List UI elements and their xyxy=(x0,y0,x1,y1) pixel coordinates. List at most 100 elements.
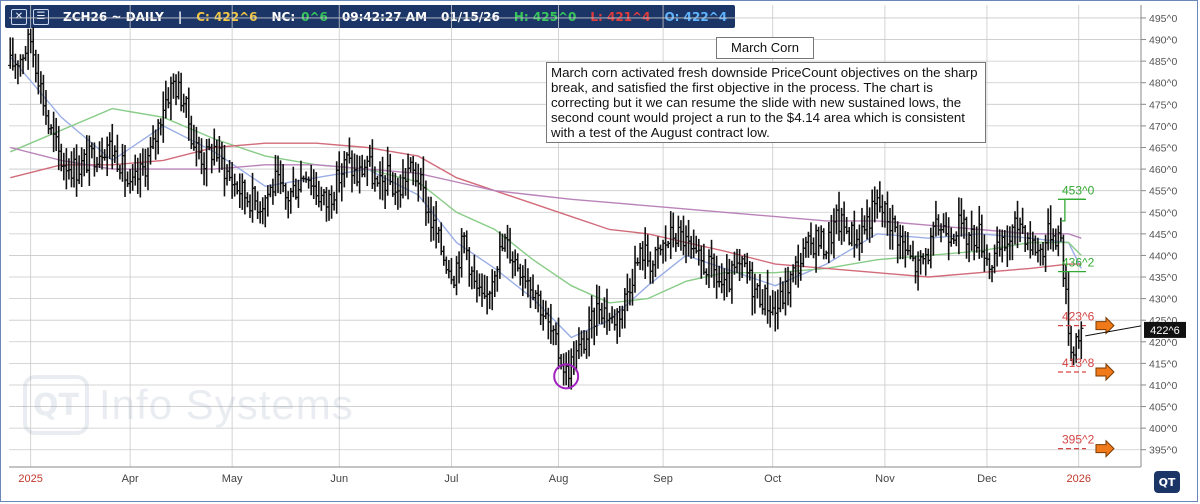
ohlc-bar xyxy=(839,207,844,245)
ohlc-bar xyxy=(1076,329,1081,349)
menu-icon[interactable]: ☰ xyxy=(33,8,49,25)
y-tick-label: 395^0 xyxy=(1149,445,1177,457)
ohlc-bar xyxy=(632,245,638,293)
ohlc-bar xyxy=(18,54,23,77)
ohlc-bar xyxy=(569,348,574,390)
objective-label: 395^2 xyxy=(1062,433,1095,447)
net-change-value: 0^6 xyxy=(301,9,328,24)
price-objectives: 453^0 436^2 423^6 413^8 395^2 xyxy=(553,183,1115,458)
ohlc-bar xyxy=(643,227,648,279)
last-price-label: 422^6 xyxy=(1150,325,1180,337)
ohlc-bar xyxy=(436,226,441,243)
ohlc-bar xyxy=(589,295,594,339)
ohlc-bar xyxy=(337,151,342,193)
x-tick-label: Aug xyxy=(549,473,569,485)
ohlc-bar xyxy=(913,255,918,284)
ohlc-bar xyxy=(357,155,362,194)
ohlc-bar xyxy=(439,222,444,256)
ohlc-bar xyxy=(663,225,668,262)
ohlc-bar xyxy=(196,136,202,160)
ohlc-bar xyxy=(51,111,56,153)
x-tick-label: May xyxy=(222,473,243,485)
ohlc-bar xyxy=(987,252,992,280)
ohlc-bar xyxy=(263,195,268,228)
ohlc-bar xyxy=(727,258,732,293)
ohlc-bar xyxy=(296,179,301,208)
ohlc-bar xyxy=(303,171,309,183)
ohlc-bar xyxy=(405,153,411,200)
ohlc-bar xyxy=(563,352,569,386)
y-tick-label: 445^0 xyxy=(1149,229,1177,241)
close-price: C: 422^6 xyxy=(196,9,258,24)
ohlc-bar xyxy=(859,207,865,253)
ohlc-bar xyxy=(247,194,253,219)
ohlc-bar xyxy=(469,266,475,290)
ohlc-bar xyxy=(150,125,156,150)
ohlc-bar xyxy=(943,212,949,237)
ohlc-bar xyxy=(492,270,497,297)
close-icon[interactable]: ✕ xyxy=(11,8,27,25)
ohlc-bar xyxy=(43,90,49,125)
ohlc-bar xyxy=(994,226,1000,267)
ohlc-bar xyxy=(482,274,487,300)
annotation-body: March corn activated fresh downside Pric… xyxy=(546,62,986,143)
ohlc-bar xyxy=(459,228,464,278)
ohlc-bar xyxy=(609,306,615,324)
ohlc-bar xyxy=(760,289,765,315)
high-price: H: 425^0 xyxy=(513,9,577,24)
ohlc-bar xyxy=(599,302,605,325)
quote-header: ✕ ☰ ZCH26 ~ DAILY | C: 422^6 NC: 0^6 09:… xyxy=(5,5,736,28)
ohlc-bar xyxy=(1045,208,1051,251)
ohlc-bar xyxy=(428,196,434,242)
ohlc-bar xyxy=(280,164,286,193)
ohlc-bar xyxy=(1053,228,1058,250)
ohlc-bar xyxy=(668,211,673,259)
ohlc-bar xyxy=(153,129,158,160)
ohlc-bar xyxy=(530,274,536,301)
y-tick-label: 480^0 xyxy=(1149,78,1177,90)
x-tick-label: Nov xyxy=(875,473,895,485)
ohlc-bar xyxy=(214,139,220,162)
y-tick-label: 470^0 xyxy=(1149,121,1177,133)
ohlc-bar xyxy=(801,238,806,268)
ohlc-bar xyxy=(166,87,171,109)
ohlc-bar xyxy=(872,186,877,223)
y-tick-label: 435^0 xyxy=(1149,272,1177,284)
qt-logo-icon[interactable]: QT xyxy=(1154,471,1180,493)
ohlc-bar xyxy=(803,236,809,258)
ohlc-bar xyxy=(576,327,582,360)
ohlc-bar xyxy=(518,263,523,286)
ohlc-bar xyxy=(997,229,1002,257)
ohlc-bar xyxy=(890,204,895,250)
ohlc-bar xyxy=(110,123,115,170)
ohlc-bar xyxy=(699,245,704,279)
ohlc-bar xyxy=(584,330,589,359)
ohlc-bar xyxy=(586,306,592,357)
objective-label: 413^8 xyxy=(1062,356,1095,370)
y-tick-label: 475^0 xyxy=(1149,99,1177,111)
ohlc-bar xyxy=(528,276,533,309)
ohlc-bar xyxy=(120,143,125,182)
y-tick-label: 465^0 xyxy=(1149,142,1177,154)
ohlc-bar xyxy=(97,141,102,169)
orange-arrow-icon xyxy=(1095,362,1115,382)
y-tick-label: 495^0 xyxy=(1149,13,1177,25)
ohlc-bar xyxy=(13,53,18,79)
ohlc-bar xyxy=(222,144,227,197)
ohlc-bar xyxy=(971,224,977,261)
x-tick-label: Jun xyxy=(330,473,348,485)
ohlc-bar xyxy=(133,154,138,186)
ohlc-bar xyxy=(808,222,814,255)
ohlc-bar xyxy=(711,253,717,288)
ohlc-bar xyxy=(834,204,839,235)
ohlc-bar xyxy=(949,227,954,247)
ohlc-bar xyxy=(490,269,495,311)
ohlc-bar xyxy=(235,181,240,195)
ohlc-bar xyxy=(1017,217,1023,243)
ohlc-bar xyxy=(818,225,824,249)
ohlc-bar xyxy=(561,353,566,386)
ohlc-bar xyxy=(767,295,773,328)
ohlc-bar xyxy=(194,126,199,167)
y-tick-label: 460^0 xyxy=(1149,164,1177,176)
ohlc-bar xyxy=(637,242,643,270)
